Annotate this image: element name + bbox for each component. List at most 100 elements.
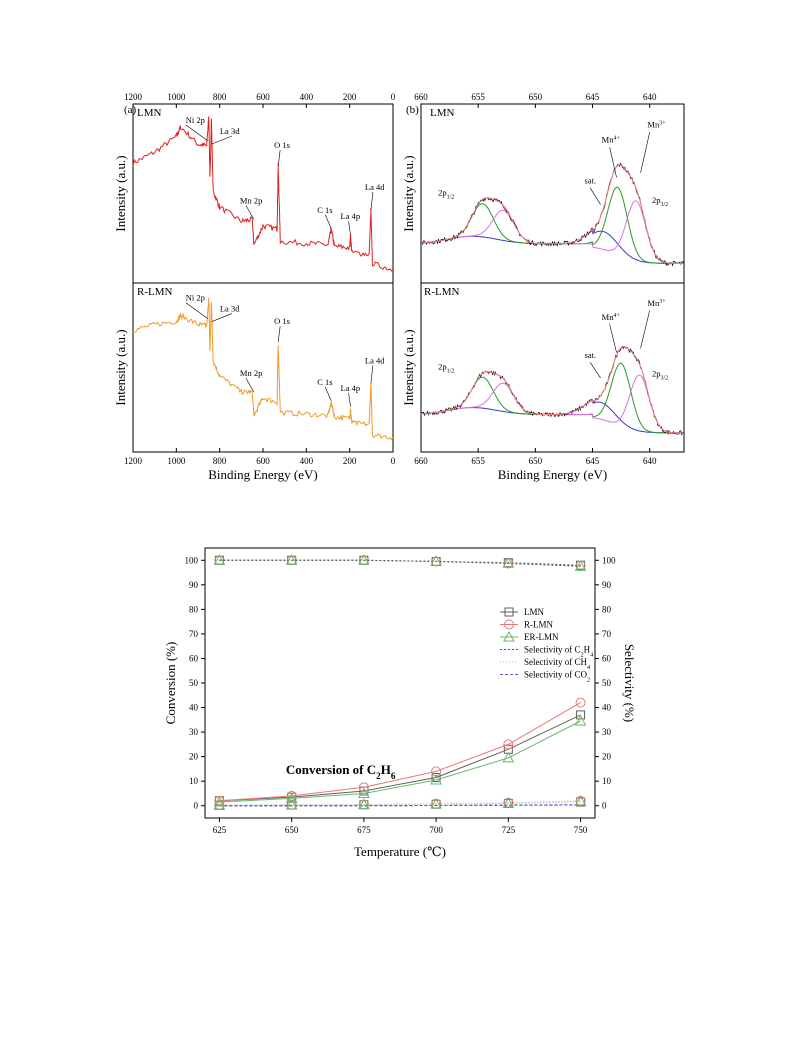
data-point-triangle xyxy=(285,798,298,810)
data-point-square xyxy=(576,710,586,720)
label-2p32: 2p3/2 xyxy=(652,369,668,382)
legend-label: R-LMN xyxy=(524,620,554,630)
x-tick-label: 645 xyxy=(586,456,600,466)
data-point-circle xyxy=(358,782,369,793)
x-axis-title: Binding Energy (eV) xyxy=(208,467,318,482)
peak-arrow xyxy=(324,386,332,402)
data-point-triangle xyxy=(213,554,226,565)
data-point-square xyxy=(431,773,441,782)
sample-label: R-LMN xyxy=(137,286,173,298)
x-axis-title: Temperature (℃) xyxy=(354,844,446,859)
peak-label: La 4d xyxy=(365,355,385,365)
y-axis-title: Intensity (a.u.) xyxy=(113,155,128,231)
y-tick-label-right: 50 xyxy=(602,678,612,688)
x-tick-label: 655 xyxy=(471,456,485,466)
peak-label: C 1s xyxy=(317,377,332,387)
legend-label: Selectivity of CO2 xyxy=(524,670,590,684)
data-point-triangle xyxy=(574,795,587,806)
data-point-triangle xyxy=(358,554,370,565)
y-axis-title: Intensity (a.u.) xyxy=(401,329,416,405)
x-tick-label: 800 xyxy=(213,456,227,466)
data-point-triangle xyxy=(358,787,370,798)
y-tick-label-left: 30 xyxy=(189,727,199,737)
peak-label: Mn 2p xyxy=(240,368,262,378)
x-tick-label: 650 xyxy=(285,825,299,835)
data-point-triangle xyxy=(430,555,442,566)
label-2p32: 2p3/2 xyxy=(652,195,668,208)
conversion-line xyxy=(219,702,581,802)
y-tick-label-left: 10 xyxy=(189,776,199,786)
sample-label: LMN xyxy=(430,107,455,119)
data-point-circle xyxy=(503,739,514,750)
peak-arrow xyxy=(277,149,281,166)
x-tick-label: 750 xyxy=(574,825,588,835)
sample-label: LMN xyxy=(137,107,162,119)
peak-arrow xyxy=(245,377,255,393)
sample-label: R-LMN xyxy=(424,286,460,298)
x-tick-label: 0 xyxy=(391,456,396,466)
conversion-annotation: Conversion of C2H6 xyxy=(286,762,396,781)
y-tick-label-left: 0 xyxy=(194,801,199,811)
peak-label: O 1s xyxy=(274,140,290,150)
mn4-arrow xyxy=(609,324,617,353)
data-point-triangle xyxy=(358,798,370,809)
legend-label: LMN xyxy=(524,607,545,617)
data-point-circle xyxy=(504,619,514,630)
peak-arrow xyxy=(211,313,232,322)
data-point-circle xyxy=(575,697,586,708)
sat-arrow xyxy=(589,362,601,379)
x-tick-label-top: 200 xyxy=(343,92,357,102)
x-tick-label: 625 xyxy=(213,825,227,835)
x-tick-label: 650 xyxy=(529,456,543,466)
x-tick-label: 1000 xyxy=(167,456,186,466)
data-point-triangle xyxy=(502,557,515,568)
mn3-arrow xyxy=(640,132,650,173)
x-tick-label: 660 xyxy=(414,456,428,466)
peak-label: Ni 2p xyxy=(186,293,205,303)
peak-arrow xyxy=(185,124,208,142)
y-tick-label-right: 80 xyxy=(602,604,612,614)
peak-arrow xyxy=(370,191,374,210)
x-tick-label: 200 xyxy=(343,456,357,466)
x-tick-label-top: 600 xyxy=(256,92,270,102)
x-tick-label-top: 1000 xyxy=(167,92,186,102)
peak-arrow xyxy=(245,205,255,220)
peak-label: La 4p xyxy=(341,383,361,393)
panel-letter: (b) xyxy=(406,104,419,116)
spectrum-line xyxy=(132,297,394,441)
y-tick-label-right: 0 xyxy=(602,801,607,811)
y-tick-label-right: 100 xyxy=(602,555,616,565)
x-tick-label: 700 xyxy=(429,825,443,835)
peak-arrow xyxy=(277,326,281,343)
peak-arrow xyxy=(348,220,351,236)
y-axis-title-left: Conversion (%) xyxy=(163,642,178,725)
mn3-arrow xyxy=(640,310,650,349)
data-point-triangle xyxy=(502,751,515,763)
x-tick-label-top: 0 xyxy=(391,92,396,102)
peak-label: La 4p xyxy=(341,211,361,221)
label-mn4: Mn4+ xyxy=(602,312,621,322)
conversion-line xyxy=(219,714,581,802)
x-tick-label: 675 xyxy=(357,825,371,835)
selectivity-ch4-line xyxy=(219,800,581,806)
y-tick-label-left: 40 xyxy=(189,703,199,713)
data-point-triangle xyxy=(285,554,298,565)
legend-label: ER-LMN xyxy=(524,632,559,642)
x-tick-label: 725 xyxy=(502,825,516,835)
data-point-triangle xyxy=(502,797,515,808)
x-tick-label-top: 1200 xyxy=(124,92,143,102)
x-tick-label-top: 660 xyxy=(414,92,428,102)
y-tick-label-right: 20 xyxy=(602,752,612,762)
data-point-triangle xyxy=(503,630,515,642)
label-sat: sat. xyxy=(585,350,597,360)
y-tick-label-left: 80 xyxy=(189,604,199,614)
sat-arrow xyxy=(589,187,601,205)
y-tick-label-right: 70 xyxy=(602,629,612,639)
y-tick-label-right: 30 xyxy=(602,727,612,737)
x-axis-title: Binding Energy (eV) xyxy=(498,467,608,482)
peak-label: La 3d xyxy=(220,304,240,314)
legend-label: Selectivity of CH4 xyxy=(524,657,591,671)
